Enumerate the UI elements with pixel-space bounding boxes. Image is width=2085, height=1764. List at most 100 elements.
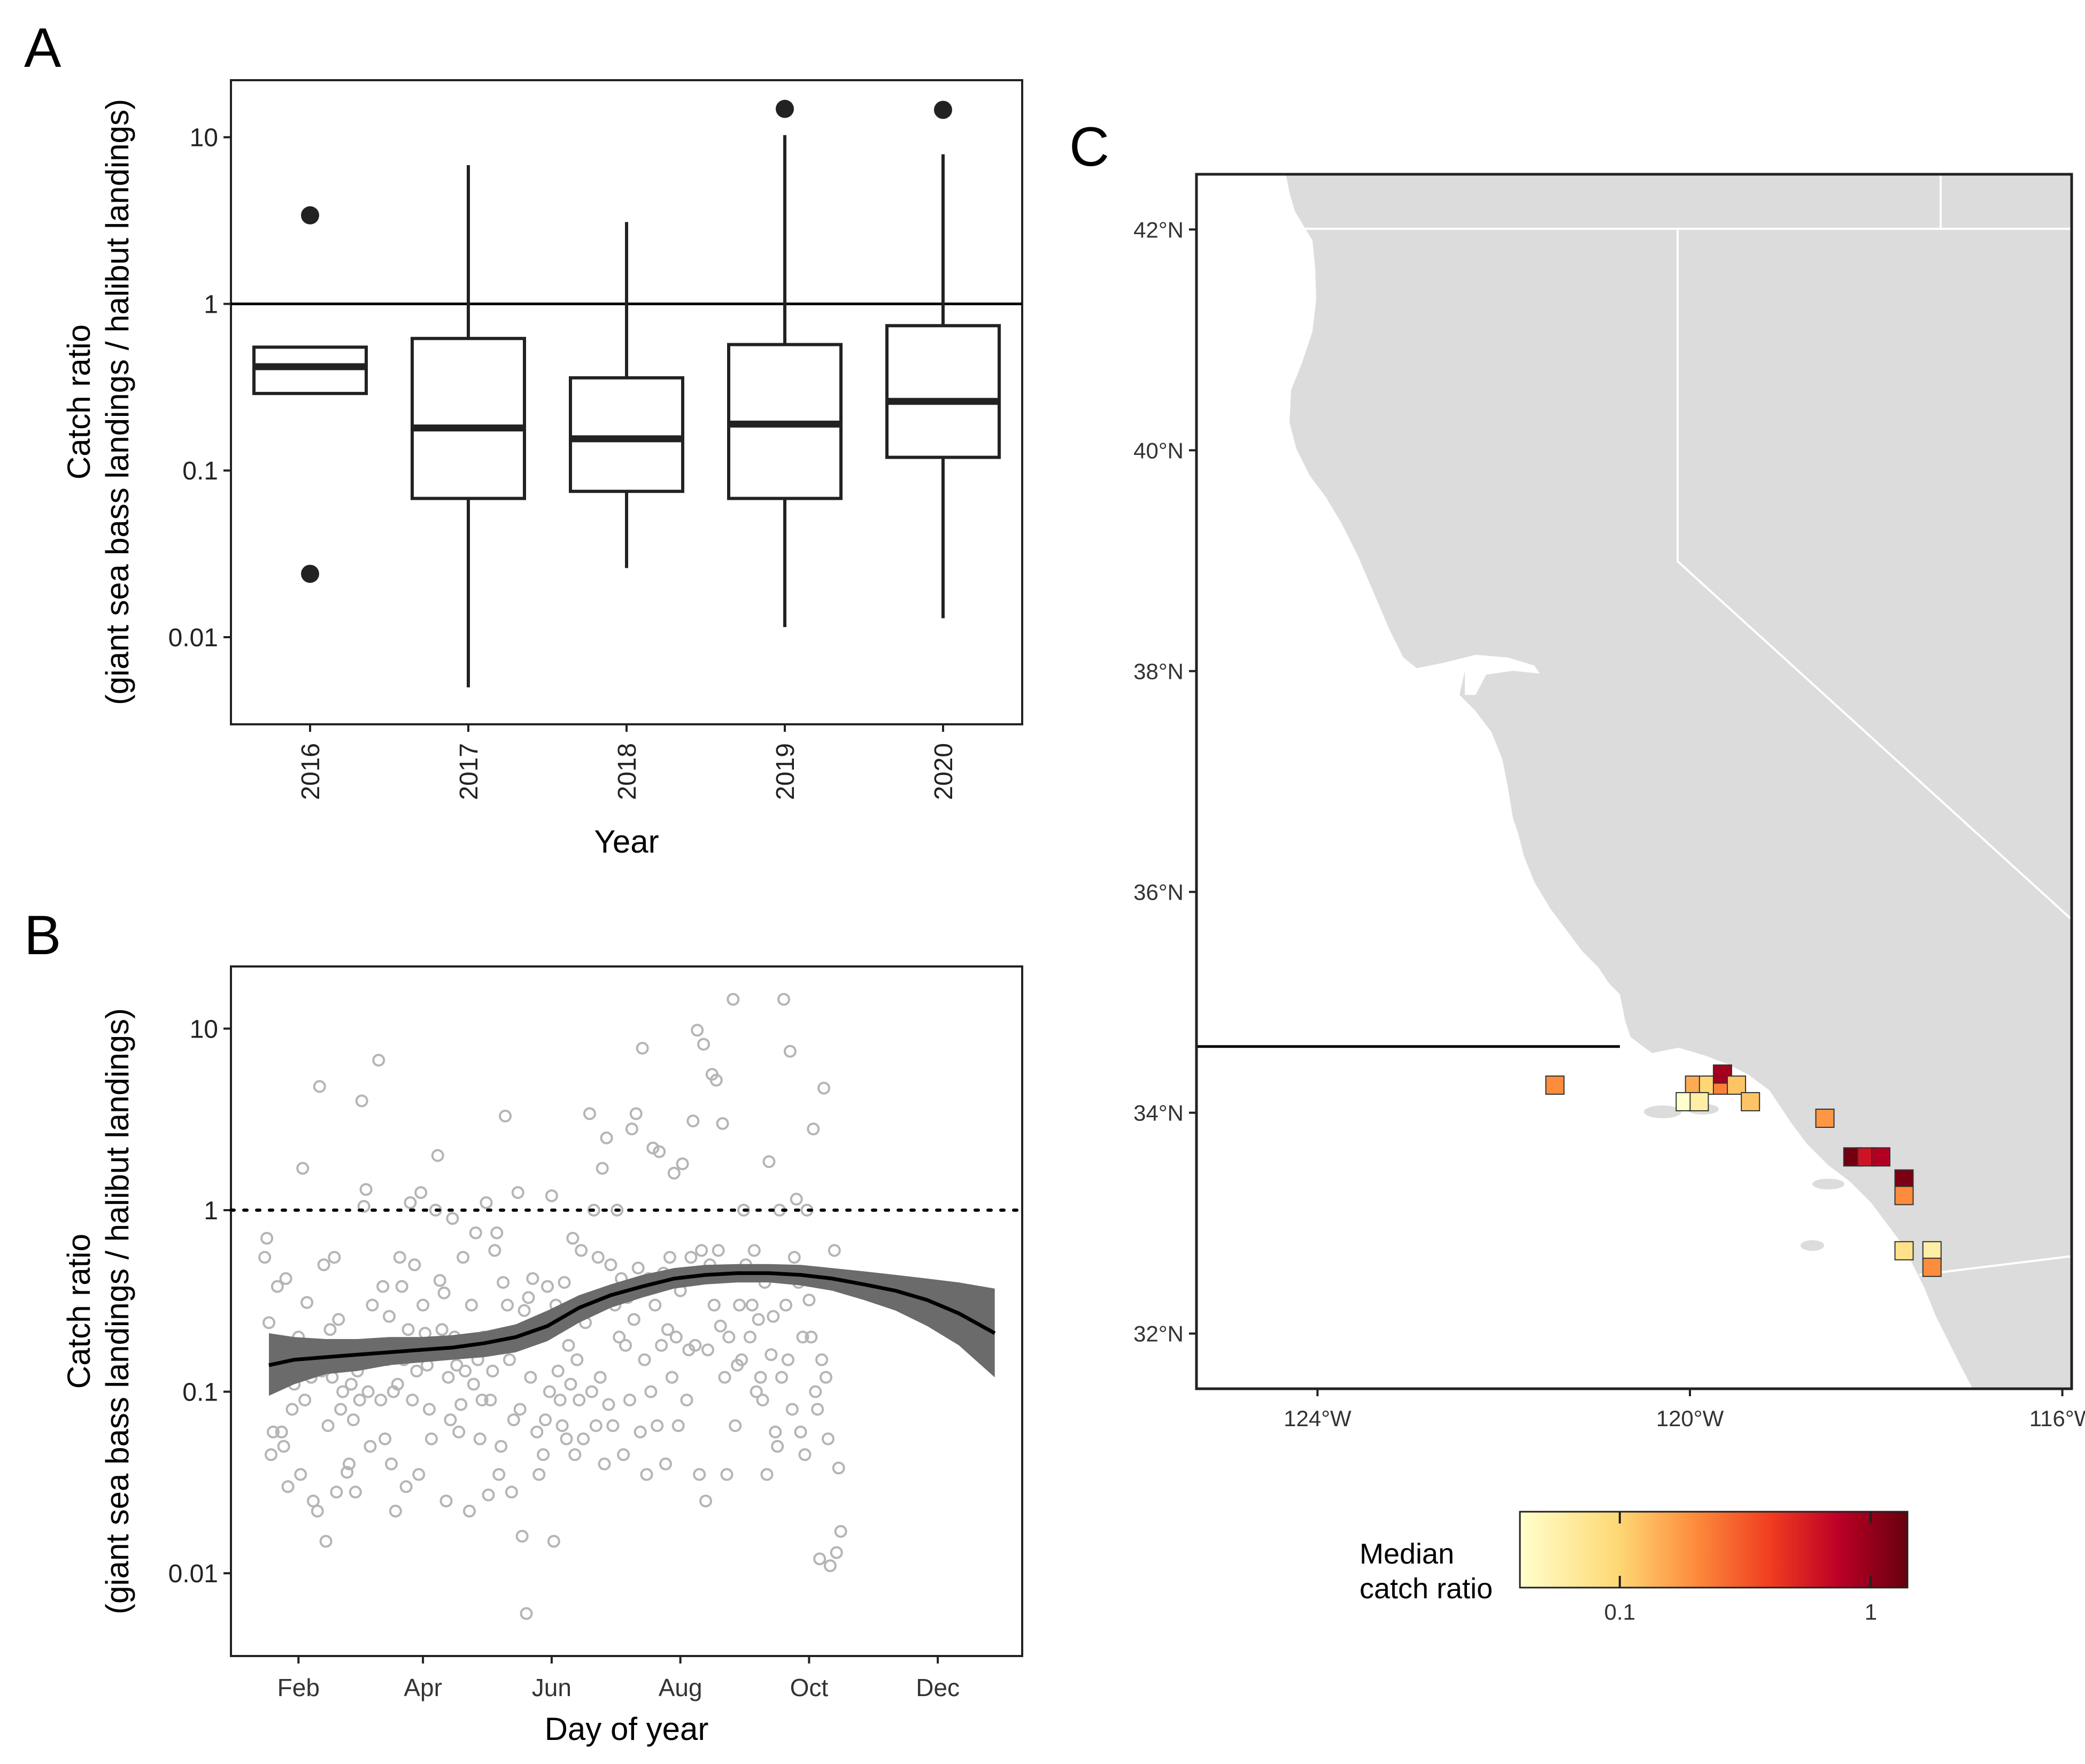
panel-a-xtick-label: 2020 [930, 743, 958, 800]
data-point [298, 1394, 312, 1407]
data-point [497, 1276, 510, 1289]
panel-a-boxplot: Catch ratio (giant sea bass landings / h… [61, 79, 1023, 860]
data-point [355, 1094, 368, 1108]
data-point [296, 1162, 310, 1175]
data-point [634, 1425, 647, 1438]
data-point [543, 1385, 556, 1398]
data-point [353, 1394, 366, 1407]
panel-b-xlabel: Day of year [545, 1711, 709, 1747]
data-point [602, 1398, 615, 1411]
data-point [300, 1296, 314, 1309]
data-point [695, 1244, 708, 1257]
data-point [391, 1378, 404, 1391]
panel-b-xtick-label: Jun [532, 1674, 572, 1701]
panel-a-ylabel-line1: Catch ratio [61, 324, 97, 479]
panel-b-xtick-label: Dec [916, 1674, 960, 1701]
data-point [462, 1504, 476, 1518]
data-point [459, 1364, 472, 1378]
data-point [467, 1378, 480, 1391]
data-point [279, 1272, 292, 1285]
data-point [437, 1286, 451, 1299]
data-point [446, 1212, 459, 1225]
data-point [473, 1432, 486, 1445]
data-point [651, 1419, 664, 1433]
map-bay [1443, 655, 1540, 695]
data-point [469, 1226, 482, 1240]
data-point [285, 1403, 299, 1416]
data-point [701, 1343, 714, 1357]
data-point [762, 1155, 776, 1169]
data-point [790, 1193, 803, 1206]
data-point [435, 1323, 449, 1336]
data-point [271, 1280, 284, 1293]
data-point [585, 1385, 598, 1398]
map-cell [1689, 1092, 1709, 1111]
data-point [444, 1413, 457, 1427]
data-point [735, 1353, 748, 1366]
map-island [1801, 1240, 1824, 1251]
data-point [611, 1203, 624, 1217]
data-point [636, 1041, 649, 1055]
data-point [558, 1276, 571, 1289]
data-point [587, 1203, 600, 1217]
data-point [379, 1432, 392, 1445]
map-ytick-label: 38°N [1133, 659, 1184, 684]
data-point [619, 1339, 632, 1352]
data-point [648, 1298, 662, 1312]
data-point [712, 1244, 725, 1257]
data-point [475, 1394, 489, 1407]
data-point [828, 1244, 841, 1257]
panel-a-ytick-label: 1 [204, 290, 218, 319]
data-point [794, 1425, 807, 1438]
legend-tick-label: 1 [1865, 1599, 1877, 1624]
data-point [764, 1348, 778, 1361]
panel-b-ytick-label: 0.1 [182, 1379, 218, 1407]
data-point [796, 1330, 809, 1344]
data-point [606, 1419, 620, 1433]
panel-a-xtick-label: 2019 [771, 743, 800, 800]
data-point [743, 1330, 756, 1344]
data-point [771, 1440, 784, 1453]
data-point [564, 1378, 577, 1391]
data-point [384, 1457, 398, 1471]
data-point [264, 1448, 277, 1461]
data-point [424, 1432, 438, 1445]
data-point [653, 1145, 666, 1158]
data-point [575, 1244, 588, 1257]
data-point [781, 1353, 794, 1366]
data-point [769, 1425, 782, 1438]
data-point [821, 1432, 835, 1445]
map-cell [1815, 1108, 1835, 1128]
data-point [414, 1186, 428, 1200]
data-point [714, 1319, 727, 1333]
box-iqr [569, 376, 684, 493]
panel-c-letter: C [1069, 116, 1109, 178]
data-point [805, 1330, 818, 1344]
data-point [555, 1419, 569, 1433]
legend-title-line2: catch ratio [1360, 1573, 1493, 1605]
map-xtick-label: 120°W [1656, 1406, 1724, 1431]
panel-b-xtick-label: Oct [790, 1674, 829, 1701]
data-point [522, 1291, 535, 1304]
data-point [737, 1203, 751, 1217]
data-point [631, 1262, 645, 1275]
map-cell [1922, 1257, 1942, 1277]
panel-a-xtick-label: 2016 [297, 743, 325, 800]
data-point [577, 1432, 590, 1445]
data-point [294, 1468, 307, 1481]
data-point [410, 1364, 423, 1378]
data-point [336, 1385, 350, 1398]
panel-a-xtick-label: 2018 [613, 743, 642, 800]
panel-a-xlabel: Year [594, 824, 659, 860]
data-point [807, 1123, 820, 1136]
data-point [747, 1244, 761, 1257]
map-island [1644, 1105, 1681, 1118]
data-point [515, 1529, 529, 1543]
data-point [644, 1385, 658, 1398]
data-point [638, 1353, 651, 1366]
data-point [416, 1298, 430, 1312]
data-point [492, 1468, 506, 1481]
panel-b-ylabel-line1: Catch ratio [61, 1234, 97, 1389]
data-point [815, 1353, 829, 1366]
map-ytick-label: 32°N [1133, 1321, 1184, 1347]
